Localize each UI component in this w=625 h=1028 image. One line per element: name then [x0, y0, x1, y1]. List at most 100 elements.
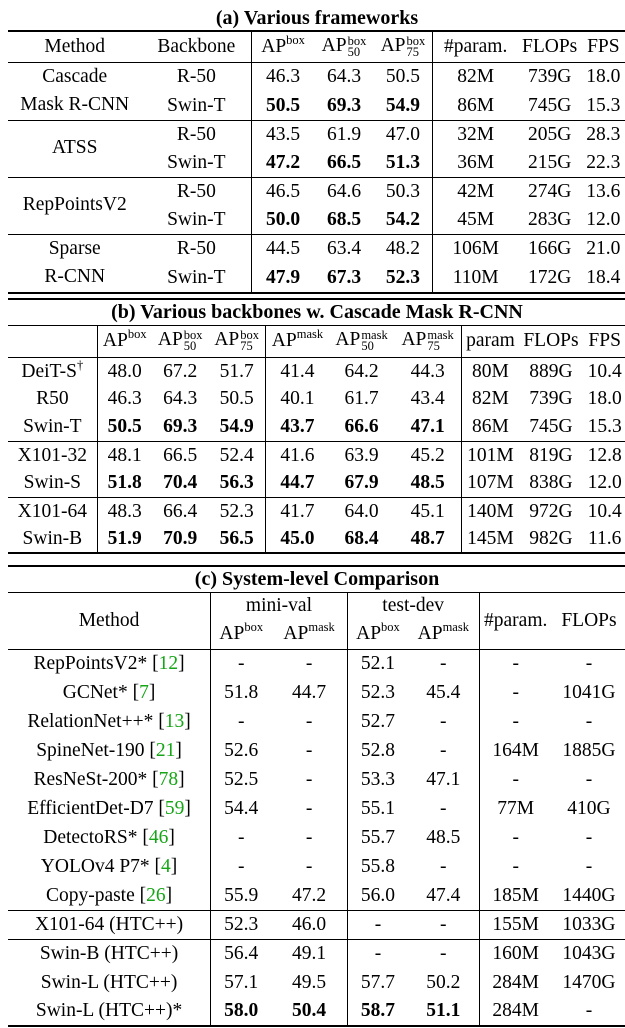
table-row: R50 46.3 64.3 50.5 40.1 61.7 43.4 82M 739G 18.0 [8, 385, 625, 413]
minival-ap-box-cell: 54.4 [224, 797, 259, 819]
ap75-box-cell: 51.7 [208, 357, 266, 385]
backbone-name: DeiT-S [21, 360, 77, 382]
ap75-box-cell: 50.5 [208, 385, 266, 413]
flops-cell: 172G [527, 266, 572, 288]
ap-box-cell: 44.5 [266, 238, 301, 260]
ap50-box-cell: 64.3 [326, 66, 362, 87]
flops-cell: 819G [529, 444, 573, 466]
citation-link[interactable]: 21 [155, 739, 176, 761]
fps-cell: 12.8 [587, 444, 622, 466]
table-row: Cascade Mask R-CNN R-50 46.3 64.3 50.5 82M 739G… [8, 62, 625, 115]
minival-ap-mask-cell: 49.5 [271, 968, 348, 997]
minival-ap-mask-cell: - [271, 823, 348, 852]
testdev-ap-mask-cell: 45.4 [408, 678, 480, 707]
param-cell: 110M [452, 266, 499, 288]
table-a-body: Cascade Mask R-CNN R-50 46.3 64.3 50.5 82M 739G… [8, 62, 625, 293]
method-name-line: ATSS [51, 137, 98, 159]
fps-cell: 18.0 [587, 388, 622, 410]
method-name: X101-64 (HTC++) [34, 913, 184, 935]
header-method: Method [44, 36, 106, 57]
ap50-box-cell: 64.3 [163, 388, 198, 410]
method-name-line: Mask R-CNN [20, 94, 130, 115]
ap75-box-cell: 54.9 [208, 413, 266, 441]
method-name-line: Cascade [42, 65, 108, 87]
ap75-mask-cell: 43.4 [393, 385, 463, 413]
header-fps: FPS [587, 36, 620, 57]
method-cell: Swin-B (HTC++) [8, 939, 212, 968]
ap50-mask-cell: 61.7 [344, 388, 379, 410]
table-row: Swin-B 51.9 70.9 56.5 45.0 68.4 48.7 145M 982G 11… [8, 525, 625, 553]
method-name: SpineNet-190 [36, 739, 145, 761]
ap50-box-cell: 66.5 [163, 444, 198, 466]
param-cell: 42M [457, 180, 495, 202]
fps-cell: 12.0 [586, 208, 621, 230]
citation-link[interactable]: 7 [139, 681, 149, 703]
method-name: Swin-B (HTC++) [39, 943, 179, 964]
ap50-box-cell: 69.3 [326, 94, 362, 116]
method-name: Copy-paste [45, 884, 135, 906]
backbone-cell: R-50 [141, 62, 253, 91]
table-row: Swin-L (HTC++) 57.1 49.5 57.7 50.2 284M 1470G [8, 968, 625, 997]
fps-cell: 15.3 [587, 416, 622, 437]
table-row: Sparse R-CNN R-50 44.5 63.4 48.2 106M 166G 21.0 [8, 234, 625, 287]
citation-open-bracket: [ [137, 826, 149, 848]
minival-ap-box-cell: 52.5 [224, 768, 259, 790]
method-cell: YOLOv4 P7* [4] [8, 852, 212, 881]
method-cell: ResNeSt-200* [78] [8, 765, 212, 794]
header-flops: FLOPs [523, 330, 579, 352]
ap50-box-cell: 67.2 [163, 360, 198, 382]
flops-cell: - [585, 1000, 593, 1022]
method-name: ResNeSt-200* [33, 768, 148, 790]
param-cell: 164M [492, 739, 539, 761]
header-param: param [466, 330, 515, 352]
flops-cell: 166G [527, 238, 572, 260]
backbone-cell: R-50 [141, 177, 253, 206]
citation-link[interactable]: 78 [158, 768, 179, 790]
backbone-cell: DeiT-S† [8, 357, 98, 385]
ap-box-cell: 51.9 [107, 527, 142, 549]
ap-mask-cell: 40.1 [280, 388, 315, 410]
citation-link[interactable]: 26 [146, 884, 166, 906]
ap75-mask-cell: 44.3 [393, 357, 463, 385]
backbone-name: Swin-B [22, 527, 83, 549]
testdev-ap-mask-cell: - [408, 939, 480, 968]
ap75-box-cell: 54.9 [374, 91, 433, 120]
method-cell: X101-64 (HTC++) [8, 910, 212, 939]
header-ap50-box: AP box 50 [321, 33, 367, 59]
backbone-cell: R-50 [141, 120, 253, 149]
table-various-frameworks: (a) Various frameworks Method Backbone A… [8, 5, 625, 294]
param-cell: 107M [467, 472, 514, 493]
backbone-name: X101-32 [17, 444, 87, 466]
table-row: Swin-L (HTC++)* 58.0 50.4 58.7 51.1 284M - [8, 997, 625, 1026]
backbone-cell: Swin-S [8, 469, 98, 497]
dagger-mark: † [77, 357, 84, 372]
method-cell: SpineNet-190 [21] [8, 736, 212, 765]
ap75-mask-cell: 48.5 [393, 469, 463, 497]
table-row: X101-64 (HTC++) 52.3 46.0- -155M 1033G [8, 910, 625, 939]
citation-link[interactable]: 13 [164, 710, 185, 732]
backbone-cell: Swin-B [8, 525, 98, 553]
flops-cell: - [585, 710, 593, 732]
param-cell: 36M [457, 151, 495, 173]
header-ap-box: APbox [261, 33, 305, 57]
flops-cell: - [585, 855, 593, 877]
citation-link[interactable]: 12 [158, 653, 179, 674]
flops-cell: - [585, 653, 593, 674]
flops-cell: 982G [529, 527, 573, 549]
citation-link[interactable]: 46 [148, 826, 169, 848]
citation-link[interactable]: 4 [161, 855, 171, 877]
header-minival-ap-mask: APmask [271, 619, 348, 649]
method-cell: Swin-L (HTC++)* [8, 997, 212, 1026]
param-cell: 82M [472, 388, 509, 410]
table-row: Swin-T 50.5 69.3 54.9 86M 745G 15.3 [8, 91, 625, 120]
table-row: X101-32 48.1 66.5 52.4 41.6 63.9 45.2 101M 819G 1… [8, 441, 625, 469]
citation-link[interactable]: 59 [164, 797, 185, 819]
flops-cell: 1885G [562, 739, 616, 761]
method-name: Swin-L (HTC++) [40, 971, 178, 993]
testdev-ap-mask-cell: - [408, 910, 480, 939]
backbone-cell: Swin-T [141, 91, 253, 120]
citation-close-bracket: ] [148, 681, 156, 703]
flops-cell: 274G [527, 180, 572, 202]
method-cell: Copy-paste [26] [8, 881, 212, 910]
